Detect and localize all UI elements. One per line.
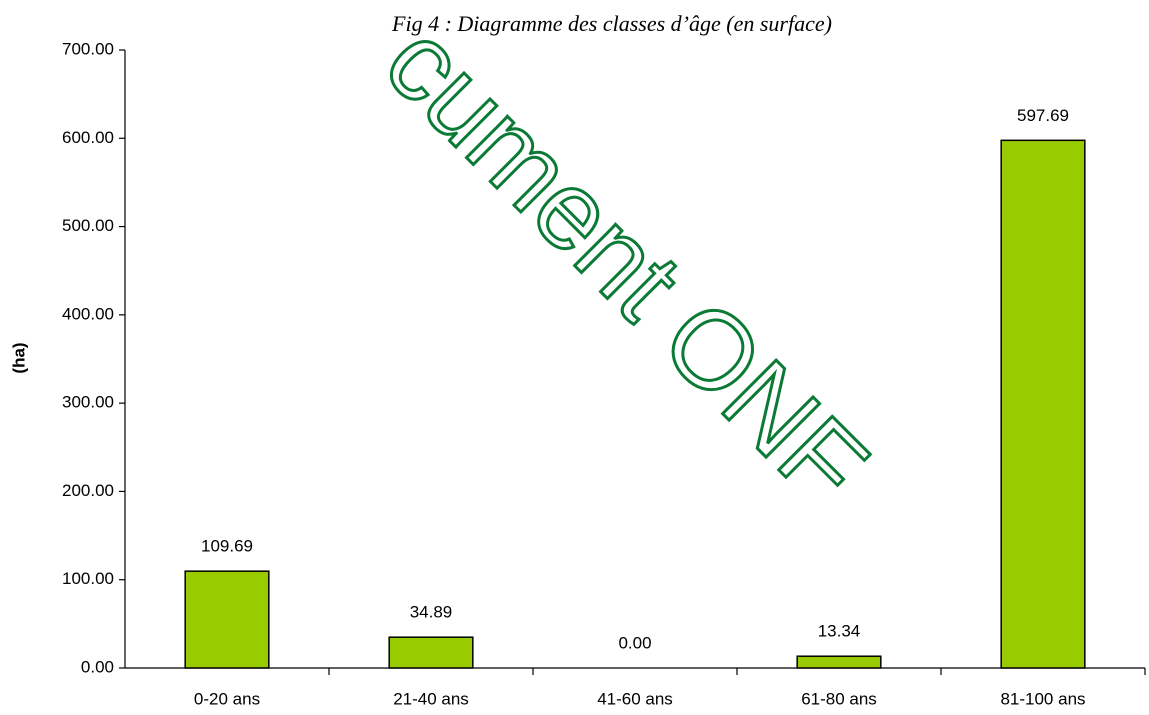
bar bbox=[796, 655, 882, 669]
data-label: 597.69 bbox=[1017, 106, 1069, 125]
chart-title: Fig 4 : Diagramme des classes d’âge (en … bbox=[391, 11, 832, 36]
bar bbox=[1000, 139, 1086, 669]
x-tick-label: 81-100 ans bbox=[1000, 689, 1085, 708]
data-label: 34.89 bbox=[410, 603, 453, 622]
y-tick-label: 500.00 bbox=[62, 216, 114, 235]
x-tick-label: 21-40 ans bbox=[393, 689, 469, 708]
bar bbox=[184, 570, 270, 669]
y-tick-label: 600.00 bbox=[62, 128, 114, 147]
y-tick-label: 700.00 bbox=[62, 39, 114, 58]
y-tick-label: 200.00 bbox=[62, 481, 114, 500]
y-axis-label: (ha) bbox=[9, 342, 28, 373]
x-tick-label: 41-60 ans bbox=[597, 689, 673, 708]
x-tick-label: 61-80 ans bbox=[801, 689, 877, 708]
bar bbox=[388, 636, 474, 669]
y-tick-label: 0.00 bbox=[81, 657, 114, 676]
data-label: 109.69 bbox=[201, 537, 253, 556]
y-tick-label: 100.00 bbox=[62, 569, 114, 588]
y-tick-label: 300.00 bbox=[62, 393, 114, 412]
data-label: 0.00 bbox=[618, 633, 651, 652]
y-tick-label: 400.00 bbox=[62, 304, 114, 323]
x-tick-label: 0-20 ans bbox=[194, 689, 260, 708]
data-label: 13.34 bbox=[818, 622, 861, 641]
watermark: cument ONF bbox=[362, 0, 890, 528]
